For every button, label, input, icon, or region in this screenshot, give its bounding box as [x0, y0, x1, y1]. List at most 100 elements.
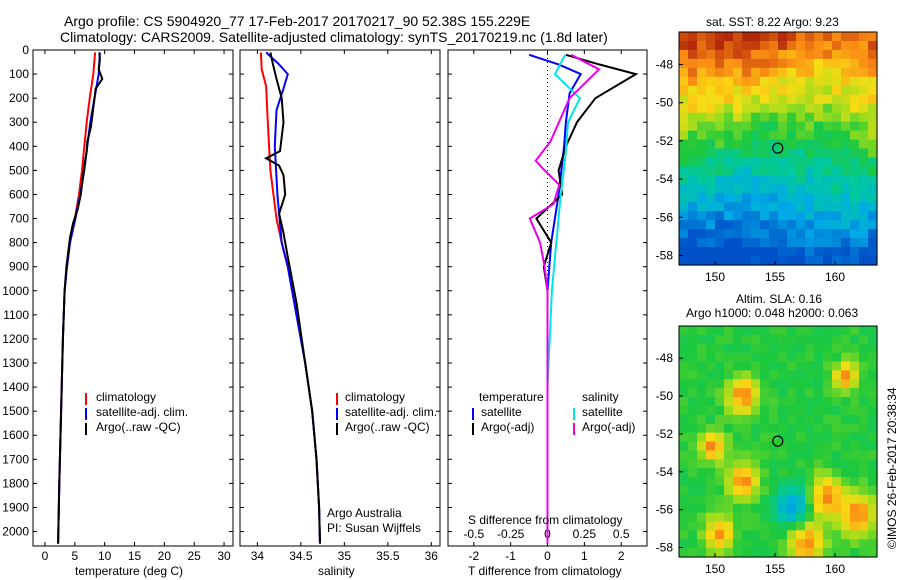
y-tick-label: 1700: [2, 452, 29, 466]
salinity-xlabel: salinity: [318, 564, 355, 578]
sla-map: 150 155 160 -48 -50 -52 -54 -56 -58: [656, 325, 878, 576]
sst-map-title: sat. SST: 8.22 Argo: 9.23: [706, 15, 839, 29]
title-line-2: Climatology: CARS2009. Satellite-adjuste…: [60, 29, 608, 45]
sla-map-subtitle: Argo h1000: 0.048 h2000: 0.063: [686, 306, 859, 320]
x-tick-label: -1: [505, 549, 516, 563]
y-tick-label: 1000: [2, 284, 29, 298]
map-y-tick-label: -48: [656, 351, 674, 365]
temperature-panel: 0 5 10 15 20 25 300100200300400500600700800900…: [2, 43, 234, 563]
y-tick-label: 0: [22, 43, 29, 57]
map-y-tick-label: -52: [656, 427, 674, 441]
map-x-tick-label: 150: [705, 270, 725, 284]
annotation-argo-australia: Argo Australia: [327, 506, 402, 520]
y-tick-label: 700: [9, 212, 29, 226]
legend-temp-argo: Argo(..raw -QC): [96, 420, 181, 434]
map-y-tick-label: -58: [656, 248, 674, 262]
x-tick-label: 15: [128, 549, 142, 563]
y-tick-label: 200: [9, 91, 29, 105]
legend-header-temperature: temperature: [479, 390, 544, 404]
map-frame: [678, 31, 878, 266]
y-tick-label: 900: [9, 260, 29, 274]
legend-diff-sal-argo: Argo(-adj): [582, 420, 636, 434]
map-x-tick-label: 150: [705, 562, 725, 576]
s-difference-label: S difference from climatology: [468, 513, 623, 527]
y-tick-label: 1300: [2, 356, 29, 370]
sst-map: 150 155 160 -48 -50 -52 -54 -56 -58: [656, 31, 878, 284]
map-x-tick-label: 160: [825, 270, 845, 284]
argo-position-marker: [772, 435, 784, 447]
x-tick-label: 2: [618, 549, 625, 563]
legend-diff-temp-argo: Argo(-adj): [481, 420, 535, 434]
legend-sal-argo: Argo(..raw -QC): [345, 420, 430, 434]
legend-sal-satellite: satellite-adj. clim.: [345, 405, 438, 419]
map-y-tick-label: -50: [656, 96, 674, 110]
legend-header-salinity: salinity: [582, 390, 619, 404]
y-tick-label: 2000: [2, 525, 29, 539]
series-line-argorawqc: [57, 52, 104, 544]
x-tick-label: 25: [188, 549, 202, 563]
series-line-argorawqc: [263, 52, 321, 544]
s-tick-label: -0.25: [497, 527, 525, 541]
map-y-tick-label: -54: [656, 172, 674, 186]
x-tick-label: 10: [98, 549, 112, 563]
map-field: [679, 32, 878, 266]
map-x-tick-label: 155: [765, 270, 785, 284]
map-field: [679, 326, 878, 558]
map-y-tick-label: -56: [656, 210, 674, 224]
x-tick-label: 36: [425, 549, 439, 563]
y-tick-label: 1400: [2, 380, 29, 394]
legend-temp-climatology: climatology: [96, 390, 157, 404]
map-y-tick-label: -52: [656, 134, 674, 148]
legend-diff-sal-satellite: satellite: [582, 405, 623, 419]
argo-position-marker: [772, 142, 784, 154]
series-line-satellite: [546, 54, 582, 544]
salinity-panel: 34 34.5 35 35.5 36: [239, 49, 441, 563]
y-tick-label: 800: [9, 236, 29, 250]
annotation-pi: PI: Susan Wijffels: [327, 521, 421, 535]
x-tick-label: 35.5: [376, 549, 400, 563]
map-x-tick-label: 155: [765, 562, 785, 576]
y-tick-label: 1500: [2, 404, 29, 418]
x-tick-label: 30: [217, 549, 231, 563]
y-tick-label: 1600: [2, 428, 29, 442]
s-tick-label: 0.5: [613, 527, 630, 541]
x-tick-label: 1: [581, 549, 588, 563]
s-tick-label: 0.25: [573, 527, 597, 541]
x-tick-label: 0: [544, 549, 551, 563]
sla-map-title: Altim. SLA: 0.16: [736, 292, 823, 306]
map-y-tick-label: -50: [656, 389, 674, 403]
s-tick-label: -0.5: [463, 527, 484, 541]
y-tick-label: 500: [9, 163, 29, 177]
y-tick-label: 300: [9, 115, 29, 129]
map-y-tick-label: -48: [656, 57, 674, 71]
temperature-xlabel: temperature (deg C): [75, 564, 184, 578]
map-frame: [678, 325, 878, 558]
series-line-argoadj: [528, 53, 601, 544]
map-y-tick-label: -56: [656, 503, 674, 517]
x-tick-label: 35: [338, 549, 352, 563]
x-tick-label: -2: [468, 549, 479, 563]
difference-panel: -2 -1 0 1 2-0.5 -0.25 0 0.25 0.5: [447, 49, 648, 563]
plot-frame: [239, 49, 441, 547]
map-y-tick-label: -58: [656, 541, 674, 555]
y-tick-label: 100: [9, 67, 29, 81]
difference-xlabel: T difference from climatology: [468, 564, 622, 578]
x-tick-label: 5: [71, 549, 78, 563]
plot-frame: [32, 49, 234, 547]
title-line-1: Argo profile: CS 5904920_77 17-Feb-2017 …: [64, 13, 531, 29]
legend-sal-climatology: climatology: [345, 390, 406, 404]
x-tick-label: 34: [251, 549, 265, 563]
legend-diff-temp-satellite: satellite: [481, 405, 522, 419]
y-tick-label: 1800: [2, 476, 29, 490]
y-tick-label: 600: [9, 187, 29, 201]
y-tick-label: 1100: [3, 308, 29, 322]
y-tick-label: 400: [9, 139, 29, 153]
x-tick-label: 20: [158, 549, 172, 563]
y-tick-label: 1200: [2, 332, 29, 346]
imos-credit: ©IMOS 26-Feb-2017 20:38:34: [885, 387, 899, 549]
legend-temp-satellite: satellite-adj. clim.: [96, 405, 189, 419]
map-x-tick-label: 160: [825, 562, 845, 576]
x-tick-label: 0: [42, 549, 49, 563]
series-line-satellite: [528, 53, 583, 544]
